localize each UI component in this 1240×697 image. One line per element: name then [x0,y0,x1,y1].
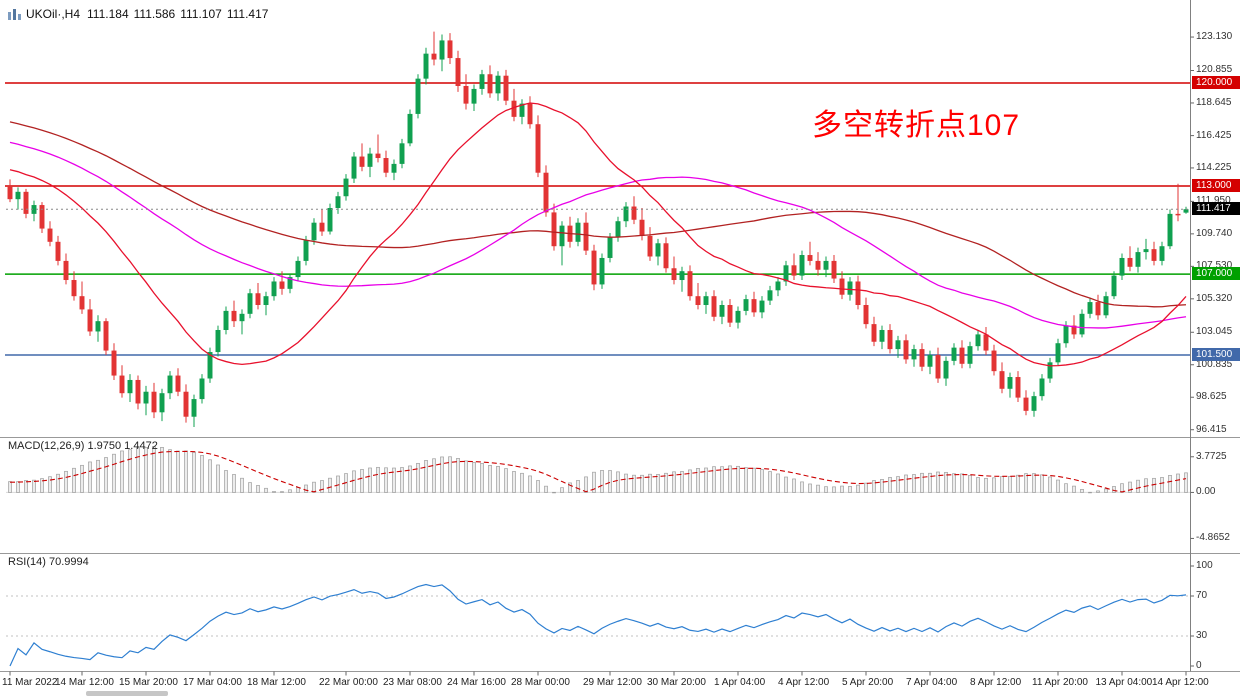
last-price-badge: 111.417 [1192,202,1240,216]
price-tick-label: 123.130 [1196,31,1233,43]
macd-tick-label: 0.00 [1196,486,1216,498]
time-axis-label: 5 Apr 20:00 [842,677,894,688]
symbol-period-label: UKOil·,H4 [26,7,81,21]
price-tick-label: 116.425 [1196,129,1232,141]
price-tick-label: 96.415 [1196,423,1227,435]
time-axis-label: 4 Apr 12:00 [778,677,830,688]
price-tick-label: 107.530 [1196,260,1233,272]
price-tick-label: 120.855 [1196,64,1233,76]
price-tick-label: 105.320 [1196,292,1233,304]
h-scrollbar-thumb[interactable] [86,691,168,696]
time-axis-label: 23 Mar 08:00 [383,677,442,688]
time-axis-label: 18 Mar 12:00 [247,677,306,688]
level-price-badge: 120.000 [1192,76,1240,90]
macd-indicator-label: MACD(12,26,9) 1.9750 1.4472 [8,440,158,452]
time-axis-label: 7 Apr 04:00 [906,677,958,688]
time-axis-label: 29 Mar 12:00 [583,677,642,688]
ohlc-high: 111.586 [133,7,176,21]
rsi-tick-label: 0 [1196,660,1202,671]
price-tick-label: 103.045 [1196,326,1233,338]
time-axis-label: 13 Apr 04:00 [1095,677,1153,688]
rsi-tick-label: 100 [1196,560,1213,571]
time-axis-label: 11 Mar 2022 [2,677,58,688]
ohlc-close: 111.417 [226,7,269,21]
time-axis-label: 28 Mar 00:00 [511,677,570,688]
price-tick-label: 111.950 [1196,195,1231,207]
ohlc-low: 111.107 [180,7,222,21]
level-price-badge: 113.000 [1192,178,1240,192]
time-axis-label: 14 Mar 12:00 [55,677,114,688]
time-axis-label: 24 Mar 16:00 [447,677,506,688]
price-tick-label: 109.740 [1196,227,1233,239]
time-axis-label: 22 Mar 00:00 [319,677,378,688]
time-axis-label: 11 Apr 20:00 [1032,677,1088,688]
level-price-badge: 107.000 [1192,267,1240,281]
price-tick-label: 98.625 [1196,391,1227,403]
price-tick-label: 100.835 [1196,358,1233,370]
annotation-text: 多空转折点107 [812,109,1021,142]
rsi-tick-label: 70 [1196,590,1208,601]
time-axis-label: 30 Mar 20:00 [647,677,706,688]
rsi-tick-label: 30 [1196,630,1208,641]
price-tick-label: 118.645 [1196,96,1232,108]
price-tick-label: 114.225 [1196,161,1232,173]
level-price-badge: 101.500 [1192,347,1240,361]
macd-tick-label: 3.7725 [1196,450,1227,462]
time-axis-label: 14 Apr 12:00 [1152,677,1209,688]
ohlc-open: 111.184 [87,7,129,21]
chart-icon [8,8,21,20]
time-axis-label: 1 Apr 04:00 [714,677,766,688]
rsi-indicator-label: RSI(14) 70.9994 [8,556,89,568]
time-axis-label: 17 Mar 04:00 [183,677,242,688]
macd-tick-label: -4.8652 [1196,532,1230,544]
time-axis-label: 8 Apr 12:00 [970,677,1022,688]
time-axis-label: 15 Mar 20:00 [119,677,178,688]
chart-header: UKOil·,H4 111.184 111.586 111.107 111.41… [8,7,268,21]
